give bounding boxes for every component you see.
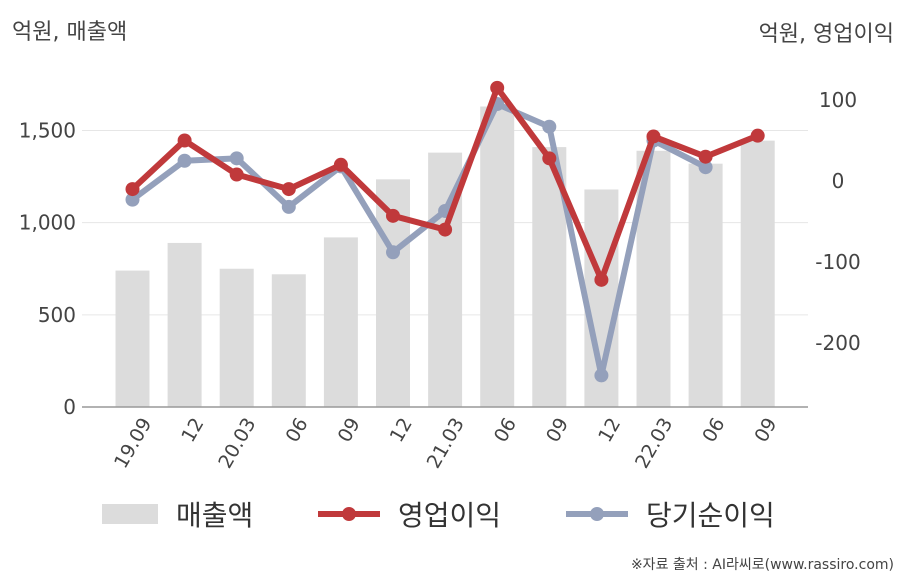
- bar-1: [167, 242, 202, 407]
- operating-profit-point-2: [229, 167, 244, 182]
- operating-profit-point-1: [177, 133, 192, 148]
- net-income-point-3: [281, 199, 296, 214]
- operating-profit-point-6: [438, 222, 453, 237]
- x-tick-label-12: 09: [750, 414, 781, 446]
- legend-label-net-income: 당기순이익: [646, 499, 775, 532]
- bar-7: [480, 106, 515, 407]
- legend-item-revenue: 매출액: [102, 494, 253, 534]
- net-income-point-9: [594, 368, 609, 383]
- operating-profit-point-0: [125, 182, 140, 197]
- left-tick-label-2: 1,000: [19, 211, 76, 235]
- bar-4: [323, 237, 358, 407]
- bar-2: [219, 268, 254, 407]
- net-income-point-11: [698, 160, 713, 175]
- right-tick-label-1: -100: [815, 250, 860, 274]
- net-income-line: [129, 101, 709, 379]
- source-credit: ※자료 출처 : AI라씨로(www.rassiro.com): [630, 557, 894, 573]
- legend-swatch-net-income: [566, 507, 628, 521]
- legend-label-revenue: 매출액: [176, 499, 254, 532]
- x-tick-label-11: 06: [698, 414, 729, 446]
- operating-profit-point-9: [594, 272, 609, 287]
- left-axis-unit: 억원, 매출액: [12, 20, 128, 45]
- x-tick-label-0: 19.09: [110, 414, 156, 472]
- operating-profit-point-11: [698, 149, 713, 164]
- left-tick-label-0: 0: [63, 395, 76, 419]
- x-tick-label-8: 09: [542, 414, 573, 446]
- x-tick-label-2: 20.03: [214, 414, 260, 472]
- operating-profit-point-3: [281, 182, 296, 197]
- operating-profit-point-4: [333, 157, 348, 172]
- net-income-point-0: [125, 192, 140, 207]
- legend-swatch-operating-profit: [318, 507, 380, 521]
- right-tick-label-2: 0: [832, 169, 845, 193]
- bar-3: [271, 274, 306, 407]
- legend-label-operating-profit: 영업이익: [398, 499, 502, 532]
- bar-0: [115, 270, 150, 407]
- operating-profit-point-12: [750, 128, 765, 143]
- operating-profit-point-7: [490, 80, 505, 95]
- legend-item-operating-profit: 영업이익: [318, 494, 501, 534]
- x-tick-label-10: 22.03: [631, 414, 677, 472]
- x-tick-label-5: 12: [386, 414, 417, 446]
- x-tick-label-6: 21.03: [423, 414, 469, 472]
- right-tick-label-3: 100: [819, 88, 857, 112]
- operating-profit-point-5: [386, 208, 400, 223]
- x-tick-label-3: 06: [282, 414, 313, 446]
- x-tick-label-1: 12: [177, 414, 208, 446]
- right-tick-label-0: -200: [815, 331, 860, 355]
- net-income-point-5: [386, 245, 400, 260]
- line-series: [125, 80, 765, 383]
- net-income-point-8: [542, 119, 557, 134]
- right-axis-unit: 억원, 영업이익: [758, 22, 894, 47]
- bar-12: [740, 140, 775, 407]
- legend-swatch-revenue: [102, 504, 158, 524]
- x-tick-label-9: 12: [594, 414, 625, 446]
- left-tick-label-1: 500: [38, 303, 76, 327]
- operating-profit-point-10: [646, 129, 661, 144]
- bar-11: [688, 163, 723, 407]
- x-tick-label-7: 06: [490, 414, 521, 446]
- left-tick-label-3: 1,500: [19, 119, 76, 143]
- legend-item-net-income: 당기순이익: [566, 494, 775, 534]
- net-income-point-1: [177, 153, 192, 168]
- net-income-point-2: [229, 151, 244, 166]
- operating-profit-point-8: [542, 151, 557, 166]
- x-tick-label-4: 09: [334, 414, 365, 446]
